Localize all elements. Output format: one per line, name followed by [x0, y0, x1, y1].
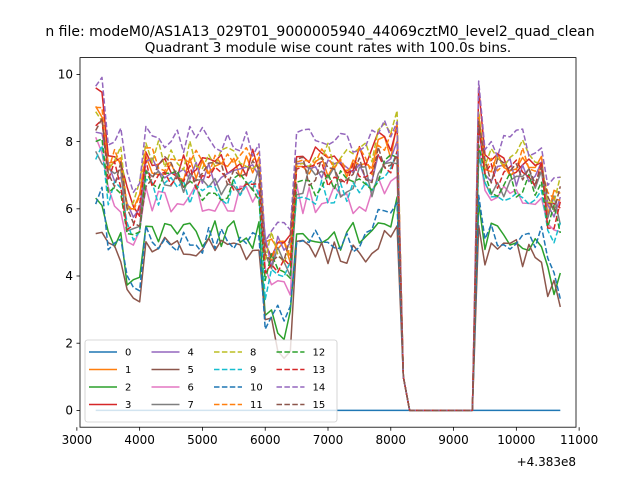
- x-tick-label: 6000: [250, 433, 281, 447]
- legend-label-8: 8: [250, 348, 256, 359]
- series-line-5: [95, 224, 562, 412]
- legend-label-6: 6: [188, 383, 194, 394]
- y-tick-label: 2: [65, 336, 73, 350]
- legend-label-12: 12: [313, 348, 326, 359]
- legend-label-0: 0: [125, 348, 131, 359]
- x-tick-label: 3000: [62, 433, 93, 447]
- x-tick-label: 11000: [560, 433, 598, 447]
- series-line-9: [95, 144, 562, 412]
- legend-label-1: 1: [125, 365, 131, 376]
- y-tick-label: 4: [65, 269, 73, 283]
- x-tick-label: 10000: [497, 433, 535, 447]
- y-axis: 0 2 4 6 8 10: [58, 68, 80, 418]
- legend-label-15: 15: [313, 400, 326, 411]
- figure-suptitle: n file: modeM0/AS1A13_029T01_9000005940_…: [45, 24, 594, 40]
- y-tick-label: 10: [58, 68, 73, 82]
- x-offset-text: +4.383e8: [517, 455, 576, 469]
- x-tick-label: 7000: [313, 433, 344, 447]
- x-tick-label: 4000: [124, 433, 155, 447]
- legend-label-13: 13: [313, 365, 326, 376]
- legend-box: [84, 339, 338, 423]
- legend-label-11: 11: [250, 400, 263, 411]
- series-line-12: [95, 138, 562, 412]
- x-tick-label: 8000: [376, 433, 407, 447]
- series-line-11: [95, 106, 561, 412]
- series-line-14: [95, 76, 561, 412]
- chart-title: Quadrant 3 module wise count rates with …: [145, 40, 511, 56]
- legend-label-10: 10: [250, 383, 263, 394]
- x-tick-label: 5000: [187, 433, 218, 447]
- x-axis: 3000 4000 5000 6000 7000 8000 9000 10000 11000: [62, 427, 598, 447]
- legend-label-5: 5: [188, 365, 194, 376]
- y-tick-label: 8: [65, 135, 73, 149]
- series-line-13: [95, 119, 562, 412]
- y-tick-label: 6: [65, 202, 73, 216]
- legend-label-2: 2: [125, 383, 131, 394]
- legend-label-7: 7: [188, 400, 194, 411]
- legend-label-3: 3: [125, 400, 131, 411]
- series-line-10: [94, 186, 562, 412]
- legend-label-14: 14: [313, 383, 326, 394]
- legend-label-9: 9: [250, 365, 256, 376]
- y-tick-label: 0: [65, 404, 73, 418]
- x-tick-label: 9000: [438, 433, 469, 447]
- series-layer: [94, 76, 562, 412]
- series-line-2: [95, 196, 562, 412]
- legend-label-4: 4: [188, 348, 194, 359]
